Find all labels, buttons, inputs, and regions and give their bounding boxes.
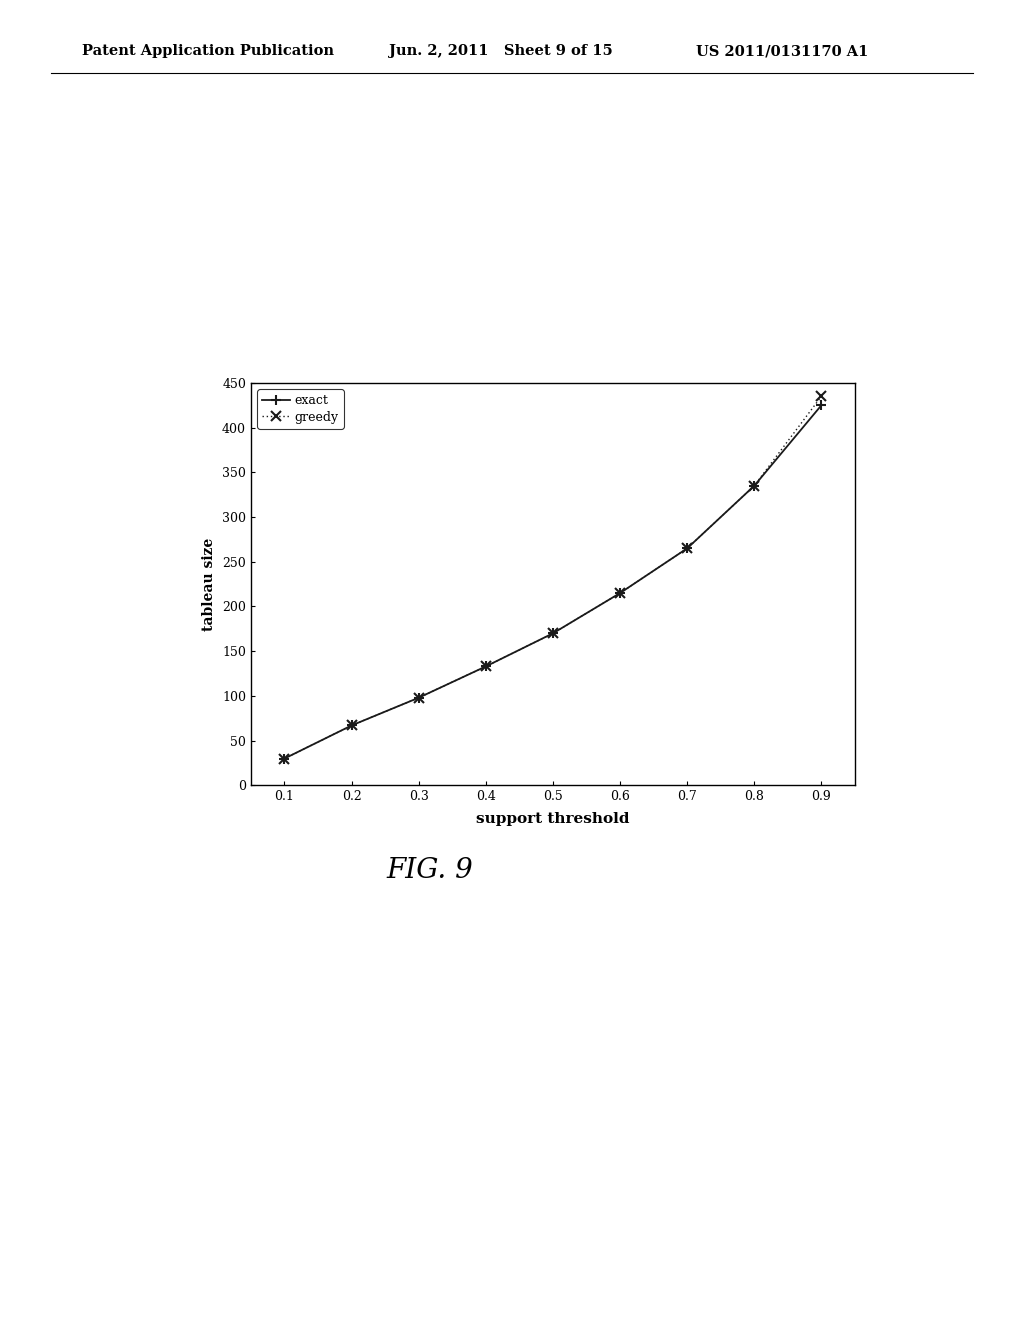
- exact: [681, 540, 693, 556]
- Line: greedy: greedy: [280, 391, 826, 763]
- exact: [614, 585, 627, 601]
- Y-axis label: tableau size: tableau size: [203, 537, 216, 631]
- exact: [815, 397, 827, 413]
- greedy: [279, 751, 291, 767]
- exact: [547, 626, 559, 642]
- greedy: [413, 690, 425, 706]
- Text: FIG. 9: FIG. 9: [387, 857, 473, 884]
- exact: [345, 718, 357, 734]
- greedy: [479, 659, 492, 675]
- greedy: [815, 388, 827, 404]
- Legend: exact, greedy: exact, greedy: [257, 389, 344, 429]
- greedy: [749, 478, 761, 494]
- exact: [479, 659, 492, 675]
- greedy: [345, 718, 357, 734]
- X-axis label: support threshold: support threshold: [476, 812, 630, 825]
- Text: Patent Application Publication: Patent Application Publication: [82, 45, 334, 58]
- Text: Jun. 2, 2011   Sheet 9 of 15: Jun. 2, 2011 Sheet 9 of 15: [389, 45, 613, 58]
- Text: US 2011/0131170 A1: US 2011/0131170 A1: [696, 45, 868, 58]
- exact: [279, 751, 291, 767]
- greedy: [614, 585, 627, 601]
- greedy: [547, 626, 559, 642]
- greedy: [681, 540, 693, 556]
- Line: exact: exact: [280, 400, 826, 763]
- exact: [413, 690, 425, 706]
- exact: [749, 478, 761, 494]
